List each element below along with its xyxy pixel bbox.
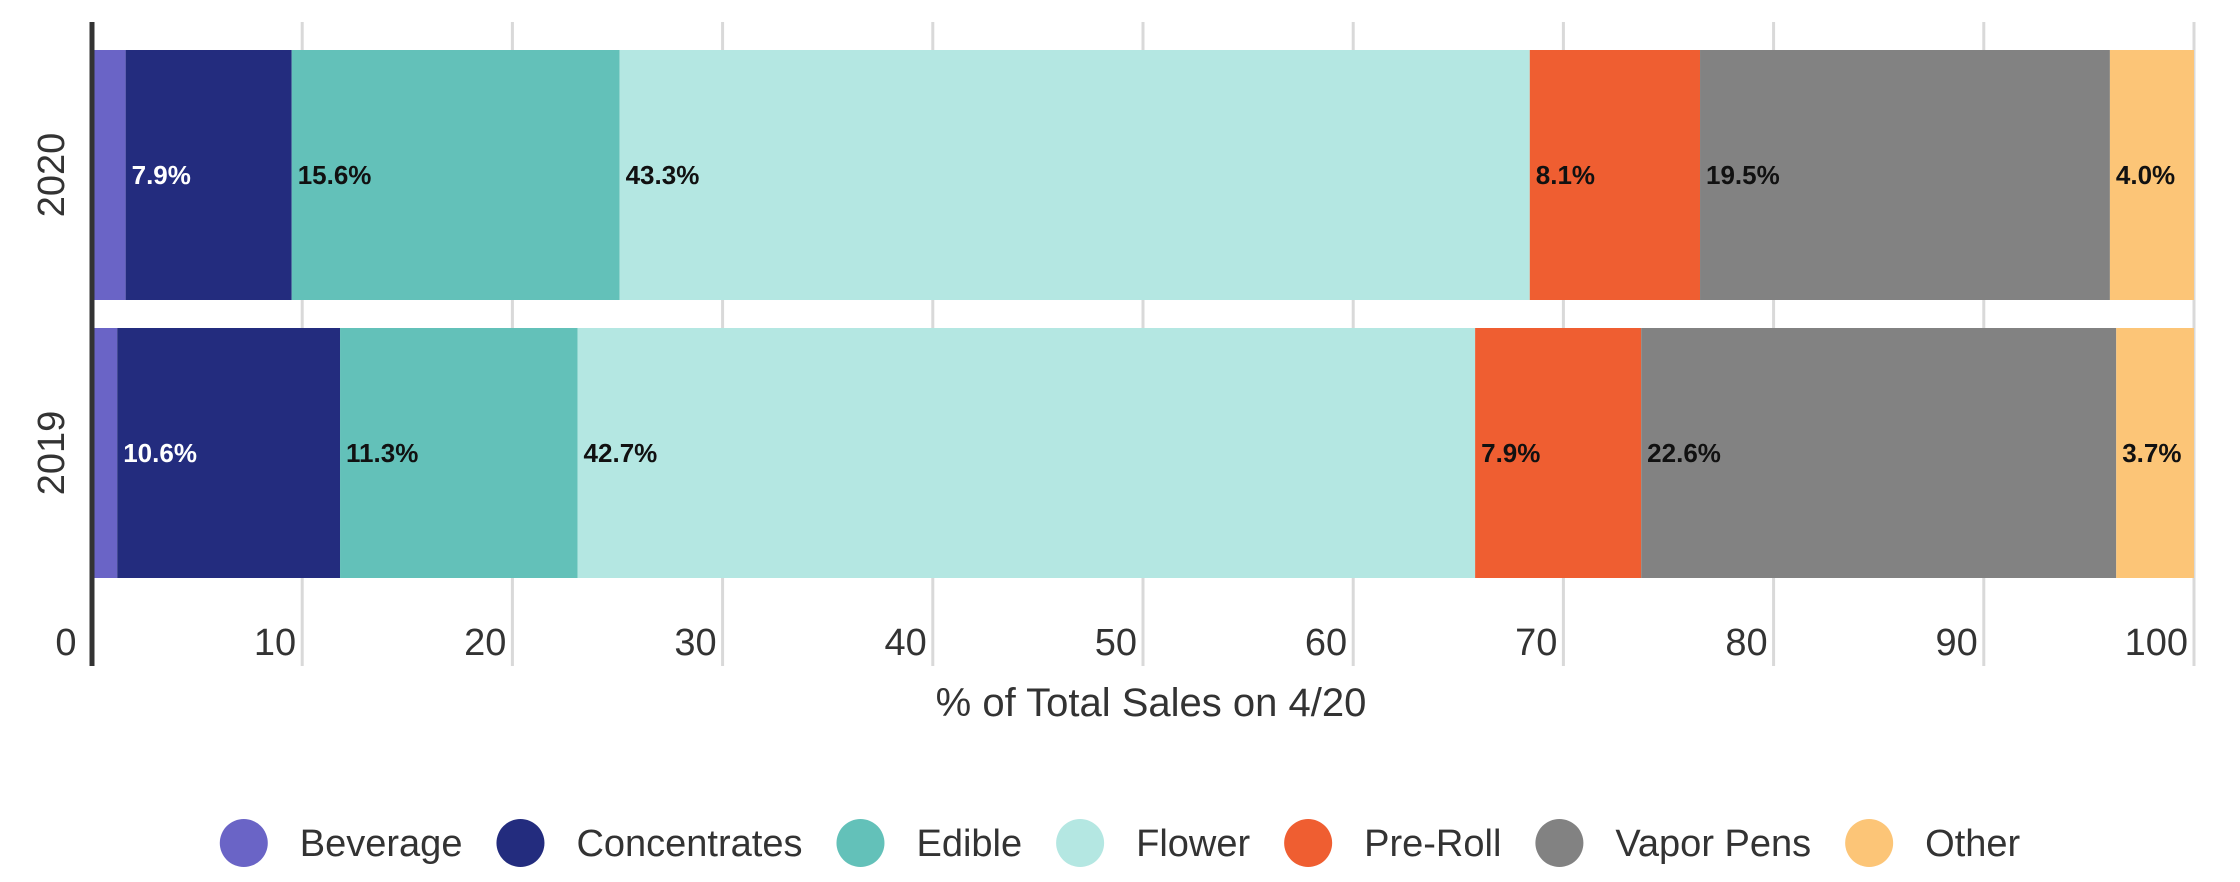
bar-segment-other <box>2116 328 2194 578</box>
x-tick-label: 70 <box>1515 622 1557 664</box>
data-label: 43.3% <box>626 160 700 190</box>
legend-swatch <box>836 819 885 867</box>
x-tick-label: 80 <box>1725 622 1767 664</box>
legend-item-flower: Flower <box>1056 819 1250 867</box>
data-label: 22.6% <box>1647 438 1721 468</box>
bar-segment-pre-roll <box>1529 50 1701 300</box>
bar-segment-other <box>2109 50 2194 300</box>
bar-segment-beverage <box>92 328 118 578</box>
bars <box>92 50 2194 578</box>
bar-segment-vapor-pens <box>1700 50 2110 300</box>
data-label: 42.7% <box>584 438 658 468</box>
x-tick-label: 10 <box>254 622 296 664</box>
data-label: 15.6% <box>298 160 372 190</box>
x-tick-label: 60 <box>1305 622 1347 664</box>
category-label: 2019 <box>31 411 73 496</box>
bar-segment-pre-roll <box>1475 328 1642 578</box>
data-label: 7.9% <box>1481 438 1540 468</box>
legend-label: Pre-Roll <box>1364 823 1501 865</box>
data-label: 7.9% <box>132 160 191 190</box>
legend-label: Vapor Pens <box>1615 823 1811 865</box>
x-axis-title: % of Total Sales on 4/20 <box>936 681 1367 725</box>
x-tick-label: 30 <box>674 622 716 664</box>
legend-swatch <box>1056 819 1105 867</box>
legend-item-vapor-pens: Vapor Pens <box>1535 819 1811 867</box>
legend-item-pre-roll: Pre-Roll <box>1284 819 1501 867</box>
legend-item-concentrates: Concentrates <box>496 819 802 867</box>
x-tick-label: 100 <box>2125 622 2188 664</box>
legend-item-other: Other <box>1845 819 2021 867</box>
category-labels: 2020 2019 <box>31 133 73 496</box>
legend-swatch <box>219 819 268 867</box>
data-labels: 7.9% 15.6% 43.3% 8.1% 19.5% 4.0% 10.6% 11.3% 42.… <box>123 160 2181 468</box>
bar-segment-beverage <box>92 50 126 300</box>
bar-segment-flower <box>619 50 1530 300</box>
data-label: 11.3% <box>346 438 418 468</box>
legend-swatch <box>496 819 545 867</box>
legend-swatch <box>1535 819 1584 867</box>
bar-segment-concentrates <box>125 50 292 300</box>
legend-label: Concentrates <box>576 823 802 865</box>
x-tick-label: 40 <box>885 622 927 664</box>
legend-label: Other <box>1925 823 2020 865</box>
x-tick-label: 20 <box>464 622 506 664</box>
legend-label: Beverage <box>300 823 463 865</box>
bar-segment-vapor-pens <box>1641 328 2117 578</box>
legend-swatch <box>1845 819 1894 867</box>
data-label: 4.0% <box>2116 160 2175 190</box>
bar-segment-concentrates <box>117 328 341 578</box>
x-tick-label: 50 <box>1095 622 1137 664</box>
legend-item-beverage: Beverage <box>219 819 463 867</box>
legend: Beverage Concentrates Edible Flower Pre-Roll… <box>219 819 2021 867</box>
bar-segment-edible <box>340 328 578 578</box>
data-label: 3.7% <box>2122 438 2181 468</box>
bar-segment-flower <box>577 328 1476 578</box>
legend-label: Edible <box>916 823 1022 865</box>
category-label: 2020 <box>31 133 73 218</box>
x-tick-labels: 0 10 20 30 40 50 60 70 80 90 100 <box>55 622 2188 664</box>
x-tick-label: 90 <box>1936 622 1978 664</box>
bar-segment-edible <box>291 50 620 300</box>
data-label: 19.5% <box>1706 160 1780 190</box>
legend-item-edible: Edible <box>836 819 1022 867</box>
legend-swatch <box>1284 819 1333 867</box>
x-tick-label: 0 <box>55 622 76 664</box>
data-label: 8.1% <box>1536 160 1595 190</box>
legend-label: Flower <box>1136 823 1250 865</box>
data-label: 10.6% <box>123 438 197 468</box>
